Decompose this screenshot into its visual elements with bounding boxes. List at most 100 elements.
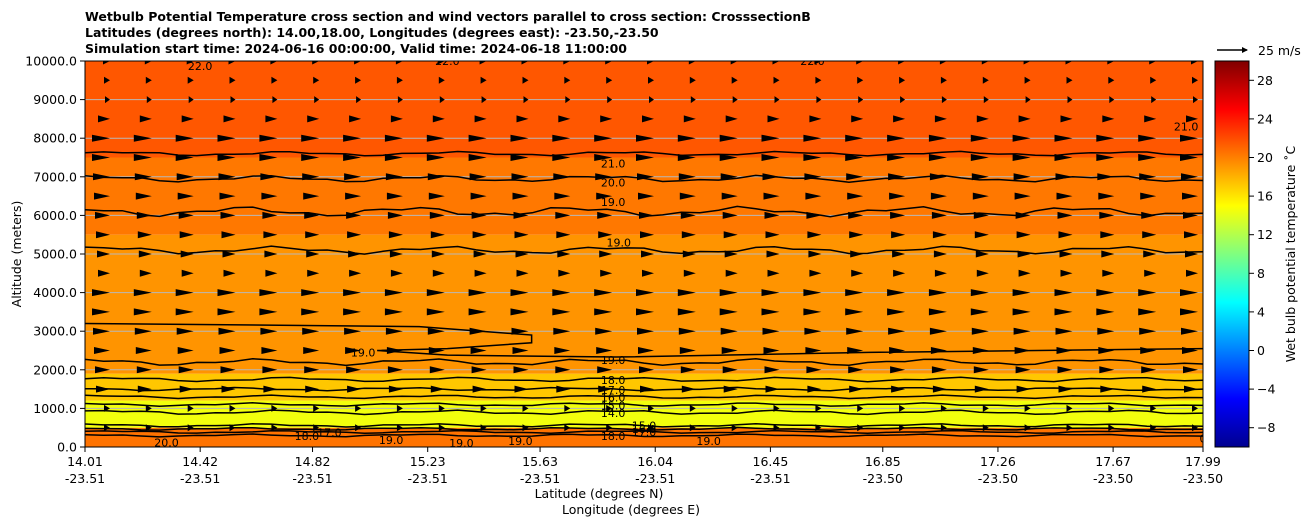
wind-vector [761,134,780,142]
wind-vector [1144,269,1157,277]
wind-vector [1055,173,1073,181]
wind-vector [1150,76,1157,84]
wind-vector [555,211,571,219]
wind-vector [479,61,487,65]
wind-vector [1138,134,1157,142]
wind-vector [431,250,445,258]
wind-vector [180,250,194,258]
wind-vector [1018,269,1031,277]
contour-label: 19.0 [351,346,376,359]
y-tick-label: 9000.0 [33,92,77,107]
wind-vector [1024,404,1031,412]
wind-vector [764,366,780,374]
wind-vector [803,154,822,161]
wind-vector [563,61,571,65]
wind-vector [432,269,445,277]
wind-vector [932,385,947,393]
wind-vector [511,327,529,335]
x-tick-label-lat: 17.67 [1095,454,1131,469]
contour-label: 22.0 [800,55,825,68]
wind-vector [220,366,236,374]
wind-vector [104,404,110,412]
x-axis-label-longitude: Longitude (degrees E) [562,502,700,517]
wind-vector [347,385,362,393]
contour-label: 21.0 [1174,121,1199,134]
wind-vector [856,61,864,65]
wind-vector [344,173,362,181]
wind-vector [1183,211,1198,219]
wind-vector [595,327,613,335]
wind-vector [762,173,780,181]
wind-vector [385,327,403,335]
wind-vector [636,289,654,297]
wind-vector [218,327,236,335]
wind-vector [481,96,487,104]
wind-vector [271,424,278,432]
wind-vector [677,289,696,297]
wind-vector [815,424,822,432]
wind-vector [848,366,864,374]
wind-vector [564,404,571,412]
wind-vector [1014,192,1031,200]
wind-vector [679,192,696,200]
wind-vector [858,96,864,104]
wind-vector [594,154,613,161]
wind-vector [389,250,403,258]
wind-vector [1138,308,1157,316]
wind-vector [272,96,278,104]
wind-vector [807,231,822,239]
wind-vector [1141,211,1157,219]
wind-vector [887,308,906,316]
colorbar-tick-label: 0 [1257,343,1265,358]
x-tick-label-lat: 16.04 [637,454,673,469]
wind-vector [137,385,152,393]
wind-vector [396,76,403,84]
wind-vector [429,366,445,374]
wind-vector [731,76,738,84]
wind-vector [145,404,152,412]
wind-vector [1096,289,1115,297]
wind-vector [145,76,152,84]
wind-vector [396,404,403,412]
wind-vector [680,366,696,374]
wind-vector [807,385,822,393]
wind-vector [678,327,696,335]
wind-vector [387,211,403,219]
wind-vector [343,308,362,316]
contour-lines [85,150,1203,438]
wind-vector [261,347,278,354]
wind-vector [92,134,110,142]
wind-vector [347,231,362,239]
wind-vector [1182,192,1198,200]
wind-vector [260,173,278,181]
wind-vector [137,231,152,239]
wind-vector [1056,192,1073,200]
wind-vector [349,115,362,123]
wind-vector [384,154,403,161]
wind-vector [104,424,110,432]
wind-vector [305,231,320,239]
wind-vector [1065,61,1073,65]
wind-vector [558,115,571,123]
wind-vector [636,134,654,142]
wind-vector [1057,211,1073,219]
wind-vector [187,424,194,432]
wind-vector [892,250,906,258]
wind-vector [688,61,696,65]
contour-line-11 [85,426,1203,432]
wind-vector [890,366,906,374]
wind-vector [1141,366,1157,374]
wind-vector [230,96,236,104]
temperature-band-5 [85,61,1203,158]
contour-label: 17.0 [601,384,626,397]
wind-vector [1058,231,1073,239]
x-tick-label-lon: -23.51 [408,471,448,486]
wind-vector [731,424,738,432]
wind-vector [313,404,320,412]
wind-vector [480,404,487,412]
wind-vector [1193,96,1198,104]
wind-vector [1184,231,1198,239]
wind-vector [934,115,947,123]
y-tick-label: 6000.0 [33,208,77,223]
wind-vector [1096,134,1115,142]
